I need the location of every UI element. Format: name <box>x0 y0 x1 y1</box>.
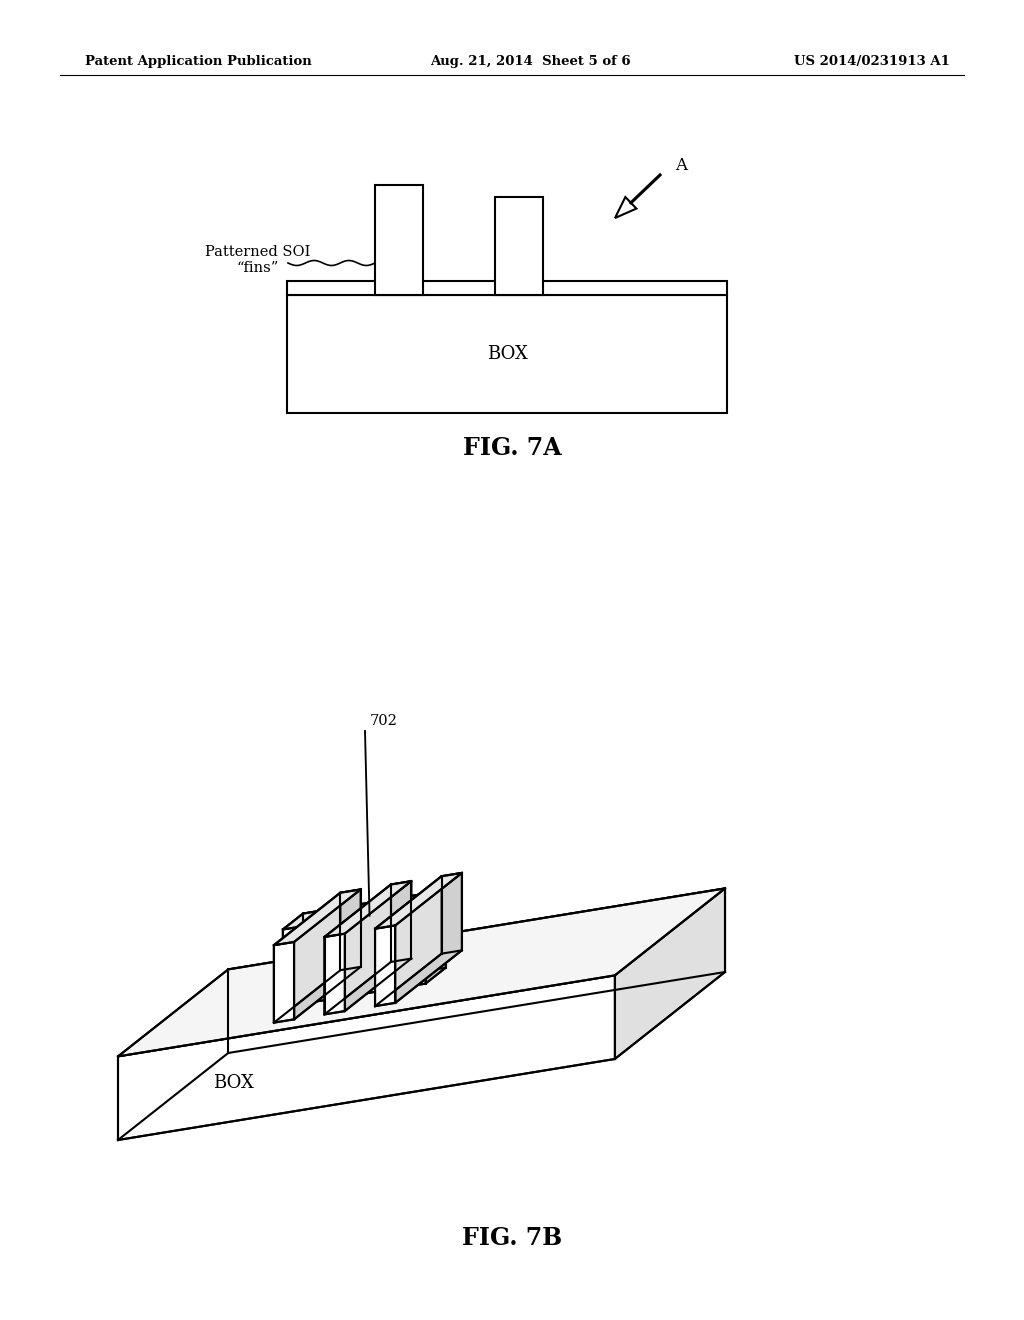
Polygon shape <box>273 942 294 1023</box>
Polygon shape <box>426 890 445 983</box>
Text: Patterned SOI
“fins”: Patterned SOI “fins” <box>206 246 310 275</box>
Text: FIG. 7A: FIG. 7A <box>463 436 561 459</box>
Polygon shape <box>283 913 303 1007</box>
Polygon shape <box>273 892 340 1023</box>
Polygon shape <box>615 197 637 218</box>
Text: Patent Application Publication: Patent Application Publication <box>85 55 311 69</box>
Polygon shape <box>375 925 395 1006</box>
Text: US 2014/0231913 A1: US 2014/0231913 A1 <box>795 55 950 69</box>
Text: BOX: BOX <box>486 345 527 363</box>
Polygon shape <box>303 890 445 991</box>
Polygon shape <box>345 882 412 1011</box>
Polygon shape <box>283 890 445 929</box>
Text: 702: 702 <box>370 714 398 729</box>
Polygon shape <box>395 873 462 1003</box>
Polygon shape <box>118 888 725 1056</box>
Polygon shape <box>283 907 426 1007</box>
Text: BOX: BOX <box>213 1074 254 1093</box>
Polygon shape <box>325 884 391 1014</box>
Bar <box>287 281 727 294</box>
Polygon shape <box>614 888 725 1059</box>
Polygon shape <box>294 890 360 1019</box>
Polygon shape <box>375 876 441 1006</box>
Polygon shape <box>273 890 360 945</box>
Bar <box>375 185 423 294</box>
Polygon shape <box>228 888 725 1053</box>
Polygon shape <box>118 975 614 1140</box>
Polygon shape <box>375 873 462 929</box>
Polygon shape <box>325 933 345 1014</box>
Polygon shape <box>325 882 412 937</box>
Text: Aug. 21, 2014  Sheet 5 of 6: Aug. 21, 2014 Sheet 5 of 6 <box>430 55 631 69</box>
Polygon shape <box>340 890 360 970</box>
Polygon shape <box>441 873 462 953</box>
Bar <box>287 294 727 413</box>
Text: A: A <box>675 157 687 173</box>
Polygon shape <box>391 882 412 962</box>
Text: FIG. 7B: FIG. 7B <box>462 1226 562 1250</box>
Bar <box>495 197 543 294</box>
